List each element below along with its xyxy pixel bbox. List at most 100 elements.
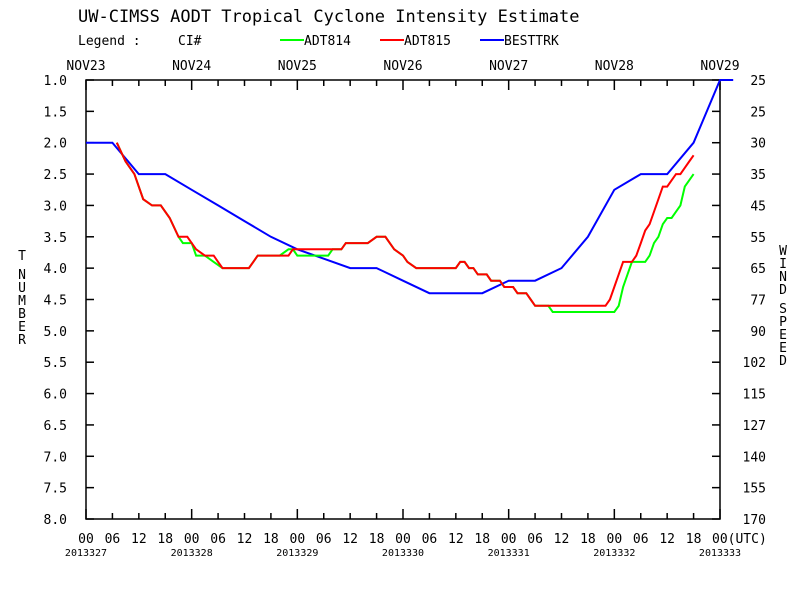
legend-entry-0: ADT814 (304, 34, 351, 49)
y-tick-label-3: 2.5 (44, 168, 67, 183)
y-axis-title-left-char: B (18, 307, 26, 322)
date-label-6: 2013333 (699, 548, 741, 559)
plot-frame (85, 79, 721, 520)
x-tick-label-14: 12 (448, 532, 464, 547)
x-tick-label-5: 06 (210, 532, 226, 547)
y-axis-title-left-char: E (18, 320, 26, 335)
top-day-label-3: NOV26 (383, 59, 422, 74)
x-tick-label-10: 12 (342, 532, 358, 547)
y-tick-label-2: 2.0 (44, 137, 67, 152)
top-day-label-2: NOV25 (278, 59, 317, 74)
wind-tick-label-10: 115 (743, 388, 766, 403)
y-tick-label-8: 5.0 (44, 325, 67, 340)
wind-tick-label-8: 90 (750, 325, 766, 340)
top-day-label-5: NOV28 (595, 59, 634, 74)
y-axis-title-left-char: U (18, 281, 26, 296)
x-tick-label-15: 18 (474, 532, 490, 547)
y-tick-label-10: 6.0 (44, 388, 67, 403)
wind-tick-label-2: 30 (750, 137, 766, 152)
wind-tick-label-5: 55 (750, 231, 766, 246)
y-tick-label-12: 7.0 (44, 450, 67, 465)
wind-tick-label-7: 77 (750, 294, 766, 309)
date-label-3: 2013330 (382, 548, 424, 559)
y-axis-title-right-char: W (779, 244, 787, 259)
y-tick-label-6: 4.0 (44, 262, 67, 277)
top-day-label-6: NOV29 (700, 59, 739, 74)
wind-tick-label-14: 170 (743, 513, 766, 528)
x-tick-label-13: 06 (422, 532, 438, 547)
legend-entry-2: BESTTRK (504, 34, 559, 49)
series-line-adt814 (115, 142, 695, 313)
legend-ci-label: CI# (178, 34, 202, 49)
x-tick-label-9: 06 (316, 532, 332, 547)
x-tick-label-7: 18 (263, 532, 279, 547)
date-label-5: 2013332 (593, 548, 635, 559)
x-axis: 00 06 12 18 00 06 12 18 00 06 12 18 00 06 12 18 00 06 12 18… (65, 80, 767, 559)
x-tick-label-12: 00 (395, 532, 411, 547)
y-axis-title-left-char: M (18, 294, 26, 309)
y-axis-title-right-char: E (779, 341, 787, 356)
x-tick-label-20: 00 (607, 532, 623, 547)
x-tick-label-2: 12 (131, 532, 147, 547)
y-axis-title-right-char: S (779, 302, 787, 317)
y-axis-title-right-char: D (779, 283, 787, 298)
y-axis-title-left-char: T (18, 249, 26, 264)
date-label-1: 2013328 (171, 548, 213, 559)
legend: ADT814 ADT815 BESTTRK (280, 34, 559, 49)
wind-tick-label-1: 25 (750, 105, 766, 120)
y-axis-left: 1.0 1.5 2.0 2.5 3.0 3.5 4.0 4.5 5.0 5.5 6.0 6.5 7.0 7… (44, 74, 94, 528)
x-tick-label-8: 00 (290, 532, 306, 547)
x-tick-label-4: 00 (184, 532, 200, 547)
plot-area (85, 79, 721, 520)
wind-tick-label-12: 140 (743, 450, 766, 465)
y-axis-title-left-char: R (18, 333, 26, 348)
y-axis-title-right-char: E (779, 328, 787, 343)
top-day-label-4: NOV27 (489, 59, 528, 74)
chart-title: UW-CIMSS AODT Tropical Cyclone Intensity… (78, 7, 580, 27)
y-axis-title-left-char: N (18, 268, 26, 283)
x-tick-label-22: 12 (659, 532, 675, 547)
series-line-besttrk (86, 79, 734, 295)
y-axis-right: 25 25 30 35 45 55 65 77 90 102 115 127 140 155 170 (712, 74, 766, 528)
x-tick-label-24: 00(UTC) (712, 532, 767, 547)
wind-tick-label-4: 45 (750, 199, 766, 214)
y-axis-title-right-char: N (779, 270, 787, 285)
wind-tick-label-13: 155 (743, 482, 766, 497)
x-tick-label-17: 06 (527, 532, 543, 547)
x-tick-label-21: 06 (633, 532, 649, 547)
wind-tick-label-0: 25 (750, 74, 766, 89)
x-tick-label-23: 18 (686, 532, 702, 547)
x-tick-label-11: 18 (369, 532, 385, 547)
y-tick-label-0: 1.0 (44, 74, 67, 89)
y-tick-label-14: 8.0 (44, 513, 67, 528)
y-tick-label-7: 4.5 (44, 294, 67, 309)
legend-entry-1: ADT815 (404, 34, 451, 49)
y-axis-title-right-char: D (779, 354, 787, 369)
wind-tick-label-9: 102 (743, 356, 766, 371)
top-day-labels: NOV23 NOV24 NOV25 NOV26 NOV27 NOV28 NOV29 (66, 59, 739, 74)
wind-tick-label-6: 65 (750, 262, 766, 277)
y-tick-label-5: 3.5 (44, 231, 67, 246)
date-label-2: 2013329 (276, 548, 318, 559)
x-tick-label-16: 00 (501, 532, 517, 547)
x-tick-label-1: 06 (105, 532, 121, 547)
wind-tick-label-11: 127 (743, 419, 766, 434)
x-tick-label-6: 12 (237, 532, 253, 547)
date-label-0: 2013327 (65, 548, 107, 559)
y-axis-title-right-char: P (779, 315, 787, 330)
series-lines (86, 79, 734, 313)
y-axis-title-right-char: I (779, 257, 787, 272)
y-tick-label-1: 1.5 (44, 105, 67, 120)
y-tick-label-11: 6.5 (44, 419, 67, 434)
series-line-adt815 (115, 142, 695, 307)
wind-tick-label-3: 35 (750, 168, 766, 183)
x-tick-label-3: 18 (157, 532, 173, 547)
top-day-label-1: NOV24 (172, 59, 211, 74)
legend-label: Legend : (78, 34, 141, 49)
y-tick-label-13: 7.5 (44, 482, 67, 497)
x-tick-label-0: 00 (78, 532, 94, 547)
